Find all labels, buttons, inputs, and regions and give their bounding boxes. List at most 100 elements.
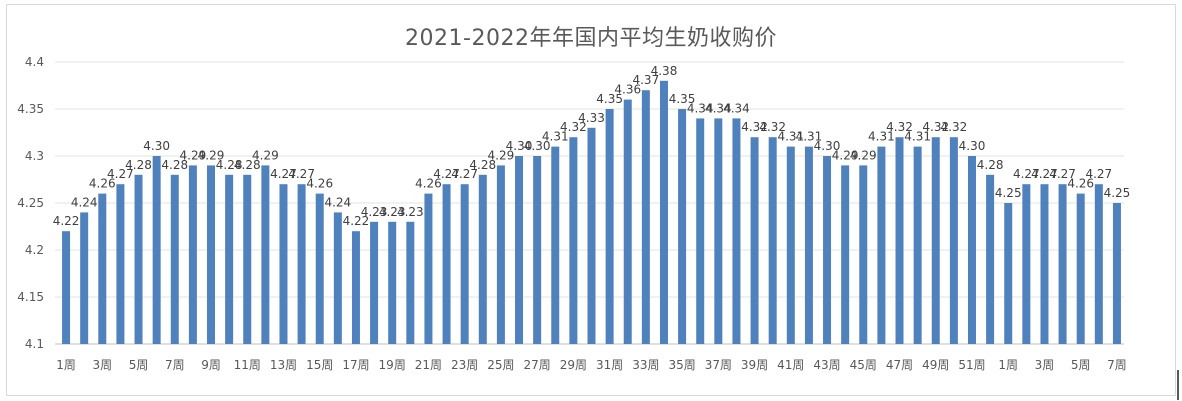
x-tick-label: 35周 [668, 358, 695, 372]
data-label: 4.30 [143, 139, 170, 153]
data-label: 4.23 [397, 205, 424, 219]
data-label: 4.29 [252, 148, 279, 162]
data-label: 4.30 [814, 139, 841, 153]
bar [949, 137, 958, 344]
data-label: 4.26 [415, 177, 442, 191]
bar [261, 165, 270, 344]
data-label: 4.27 [433, 167, 460, 181]
data-label: 4.28 [125, 158, 152, 172]
bar [406, 221, 415, 344]
data-label: 4.22 [343, 214, 370, 228]
data-label: 4.32 [941, 120, 968, 134]
x-tick-label: 47周 [886, 358, 913, 372]
data-label: 4.31 [868, 130, 895, 144]
data-label: 4.32 [759, 120, 786, 134]
x-tick-label: 17周 [342, 358, 369, 372]
bar [823, 156, 832, 344]
bar [442, 184, 451, 344]
data-label: 4.35 [669, 92, 696, 106]
bar [279, 184, 288, 344]
bar [841, 165, 850, 344]
bar [913, 146, 922, 344]
bar [170, 174, 179, 344]
y-tick-label: 4.35 [17, 102, 44, 116]
y-axis: 4.1 4.15 4.2 4.25 4.3 4.35 4.4 [17, 55, 44, 351]
bar [370, 221, 379, 344]
bar [297, 184, 306, 344]
data-label: 4.31 [542, 130, 569, 144]
data-label: 4.29 [850, 148, 877, 162]
data-label: 4.27 [288, 167, 315, 181]
x-tick-label: 9周 [201, 358, 221, 372]
bar [515, 156, 524, 344]
data-label: 4.30 [524, 139, 551, 153]
x-tick-label: 3周 [92, 358, 112, 372]
bar [351, 231, 360, 344]
data-label: 4.22 [53, 214, 80, 228]
x-tick-label: 11周 [234, 358, 261, 372]
x-tick-label: 15周 [306, 358, 333, 372]
bar [1040, 184, 1049, 344]
bar [986, 174, 995, 344]
data-label: 4.32 [741, 120, 768, 134]
y-tick-label: 4.3 [25, 149, 44, 163]
x-tick-label: 37周 [705, 358, 732, 372]
data-label: 4.27 [107, 167, 134, 181]
bar [225, 174, 234, 344]
data-label: 4.23 [361, 205, 388, 219]
x-tick-label: 3周 [1035, 358, 1055, 372]
x-tick-label: 5周 [1071, 358, 1091, 372]
data-label: 4.32 [922, 120, 949, 134]
bar [460, 184, 469, 344]
bar [315, 193, 324, 344]
data-label: 4.24 [71, 195, 98, 209]
data-label: 4.29 [198, 148, 225, 162]
data-label: 4.35 [596, 92, 623, 106]
x-tick-label: 7周 [165, 358, 185, 372]
data-label: 4.29 [832, 148, 859, 162]
data-label: 4.32 [560, 120, 587, 134]
data-label: 4.31 [904, 130, 931, 144]
data-label: 4.26 [89, 177, 116, 191]
y-tick-label: 4.4 [25, 55, 44, 69]
x-tick-label: 27周 [524, 358, 551, 372]
y-tick-label: 4.1 [25, 337, 44, 351]
bar [551, 146, 560, 344]
bar [388, 221, 397, 344]
data-labels: 4.224.244.264.274.284.304.284.294.294.28… [53, 64, 1131, 228]
window-edge [1177, 370, 1179, 400]
x-tick-label: 5周 [129, 358, 149, 372]
bar [967, 156, 976, 344]
data-label: 4.28 [469, 158, 496, 172]
bar [134, 174, 143, 344]
data-label: 4.23 [379, 205, 406, 219]
y-tick-label: 4.15 [17, 290, 44, 304]
bar [1112, 203, 1121, 344]
data-label: 4.28 [161, 158, 188, 172]
x-tick-label: 39周 [741, 358, 768, 372]
bar [768, 137, 777, 344]
bar [188, 165, 197, 344]
data-label: 4.27 [270, 167, 297, 181]
data-label: 4.32 [886, 120, 913, 134]
x-tick-label: 49周 [922, 358, 949, 372]
bar [696, 118, 705, 345]
data-label: 4.29 [488, 148, 515, 162]
data-label: 4.27 [1085, 167, 1112, 181]
bar [732, 118, 741, 345]
data-label: 4.25 [1104, 186, 1131, 200]
bar [116, 184, 125, 344]
bar [152, 156, 161, 344]
bar [478, 174, 487, 344]
bar [80, 212, 89, 344]
x-tick-label: 1周 [998, 358, 1018, 372]
data-label: 4.34 [723, 101, 750, 115]
y-tick-label: 4.25 [17, 196, 44, 210]
data-label: 4.38 [651, 64, 678, 78]
data-label: 4.27 [451, 167, 478, 181]
bars [62, 80, 1121, 345]
bar [1076, 193, 1085, 344]
bar [587, 127, 596, 344]
data-label: 4.24 [324, 195, 351, 209]
